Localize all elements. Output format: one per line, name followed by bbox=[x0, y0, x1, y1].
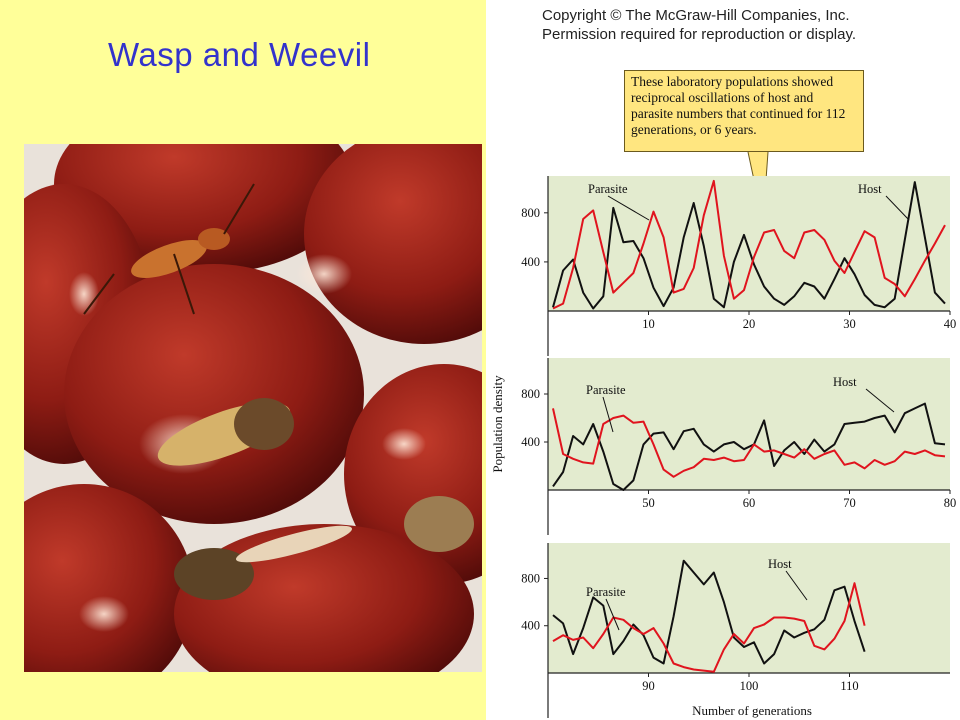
copyright-notice: Copyright © The McGraw-Hill Companies, I… bbox=[542, 6, 952, 44]
x-tick-label: 10 bbox=[642, 317, 655, 331]
y-tick-label: 800 bbox=[521, 206, 540, 220]
x-axis-label: Number of generations bbox=[692, 703, 812, 718]
host-series-line bbox=[552, 559, 866, 665]
slide-title: Wasp and Weevil bbox=[108, 36, 371, 73]
wasp-weevil-photo bbox=[24, 144, 482, 672]
x-tick-label: 90 bbox=[642, 679, 655, 693]
photo-illustration bbox=[24, 144, 482, 672]
x-tick-label: 40 bbox=[944, 317, 957, 331]
host-leader-line bbox=[885, 195, 910, 221]
parasite-series-line bbox=[552, 179, 946, 310]
figure-panel: Copyright © The McGraw-Hill Companies, I… bbox=[486, 0, 960, 720]
parasite-series-line bbox=[552, 582, 866, 673]
host-label: Host bbox=[768, 557, 792, 571]
parasite-label: Parasite bbox=[586, 383, 626, 397]
parasite-label: Parasite bbox=[588, 182, 628, 196]
population-charts: 400 800 10 20 30 40 Parasite Host 400 800 50 60 70 80… bbox=[490, 151, 956, 718]
plot-background bbox=[548, 543, 950, 673]
parasite-label: Parasite bbox=[586, 585, 626, 599]
y-tick-label: 800 bbox=[521, 387, 540, 401]
host-leader-line bbox=[785, 570, 808, 601]
plot-background bbox=[548, 358, 950, 490]
host-series-line bbox=[552, 402, 946, 491]
y-axis-label: Population density bbox=[490, 375, 505, 473]
copyright-line-2: Permission required for reproduction or … bbox=[542, 26, 857, 43]
x-tick-label: 100 bbox=[740, 679, 759, 693]
host-series-line bbox=[552, 181, 946, 310]
wasp-figure bbox=[83, 183, 255, 315]
x-tick-label: 30 bbox=[843, 317, 856, 331]
callout-box: These laboratory populations showed reci… bbox=[624, 70, 864, 152]
x-tick-label: 50 bbox=[642, 496, 655, 510]
parasite-leader-line bbox=[602, 396, 614, 433]
host-label: Host bbox=[858, 182, 882, 196]
parasite-series-line bbox=[552, 408, 946, 478]
y-tick-label: 400 bbox=[521, 435, 540, 449]
y-tick-label: 800 bbox=[521, 571, 540, 585]
x-tick-label: 80 bbox=[944, 496, 957, 510]
copyright-line-1: Copyright © The McGraw-Hill Companies, I… bbox=[542, 7, 850, 24]
host-label: Host bbox=[833, 375, 857, 389]
x-tick-label: 60 bbox=[743, 496, 756, 510]
parasite-leader-line bbox=[607, 195, 650, 221]
y-tick-label: 400 bbox=[521, 619, 540, 633]
host-leader-line bbox=[865, 388, 895, 413]
plots-group: 400 800 10 20 30 40 Parasite Host 400 800 50 60 70 80… bbox=[521, 176, 956, 718]
x-tick-label: 70 bbox=[843, 496, 856, 510]
plot-background bbox=[548, 176, 950, 311]
x-tick-label: 20 bbox=[743, 317, 756, 331]
x-tick-label: 110 bbox=[840, 679, 858, 693]
y-tick-label: 400 bbox=[521, 255, 540, 269]
parasite-leader-line bbox=[605, 598, 620, 631]
weevil-figure bbox=[157, 398, 474, 600]
